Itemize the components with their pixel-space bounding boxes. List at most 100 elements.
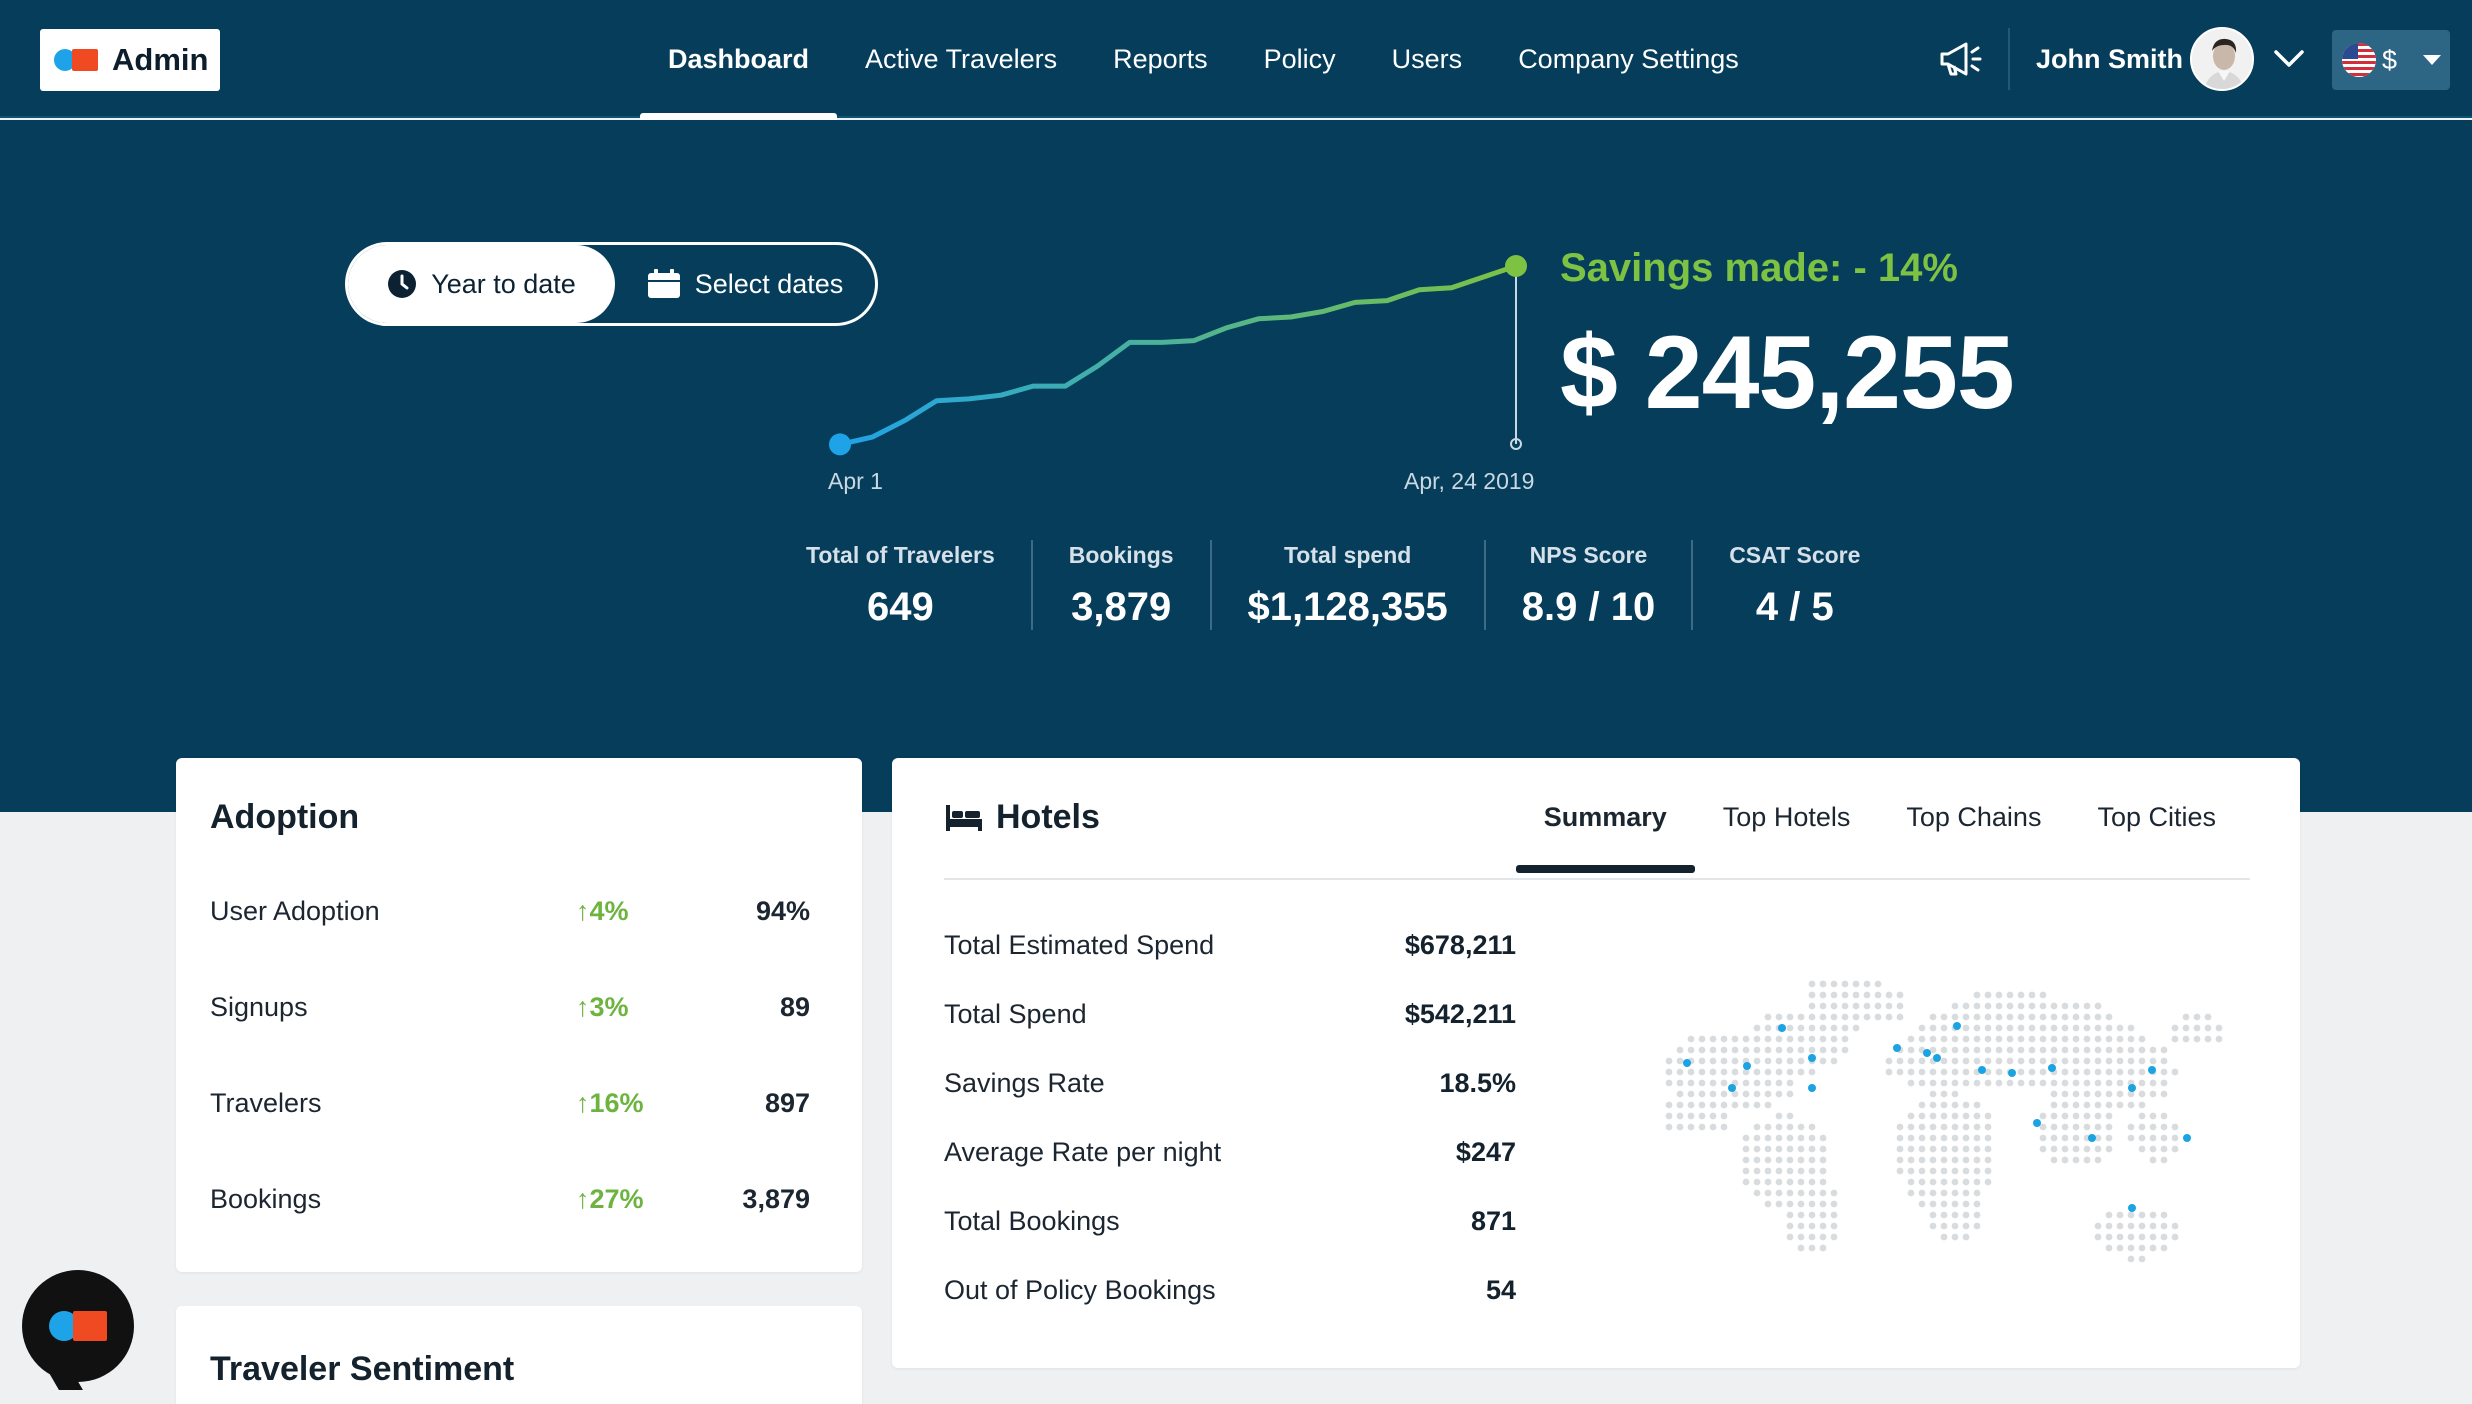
map-dot [2094,1123,2102,1131]
map-dot [2072,1002,2080,1010]
nav-company-settings[interactable]: Company Settings [1490,0,1767,118]
map-dot [2193,1013,2201,1021]
map-dot [1907,1068,1915,1076]
avatar[interactable] [2190,27,2254,91]
map-dot [2061,1002,2069,1010]
map-dot [1775,1090,1783,1098]
megaphone-icon[interactable] [1936,36,1982,82]
map-dot [2028,1002,2036,1010]
tab-top-hotels[interactable]: Top Hotels [1722,802,1851,832]
map-dot [1764,1200,1772,1208]
map-dot [2116,1090,2124,1098]
map-dot [1973,1189,1981,1197]
tab-summary[interactable]: Summary [1515,792,1695,873]
user-name[interactable]: John Smith [2036,44,2183,74]
map-dot [1819,1057,1827,1065]
map-dot [2050,1134,2058,1142]
logo-text: Admin [112,42,209,77]
map-dot [1962,1112,1970,1120]
nav-policy-label: Policy [1263,43,1336,74]
map-dot [1929,1112,1937,1120]
map-dot [1885,1068,1893,1076]
nav-dashboard[interactable]: Dashboard [640,0,838,120]
chevron-down-icon[interactable] [2272,44,2306,74]
map-dot [2072,1013,2080,1021]
map-dot [2127,1211,2135,1219]
adoption-row-change: ↑3% [576,992,629,1022]
map-dot [1797,1145,1805,1153]
map-dot [2149,1090,2157,1098]
map-dot [1731,1101,1739,1109]
map-dot [2149,1123,2157,1131]
map-dot [1918,1101,1926,1109]
map-dot [1775,1013,1783,1021]
chat-launcher-button[interactable] [22,1270,134,1382]
hotel-metric-value: $678,211 [1404,930,1516,960]
map-dot [2039,991,2047,999]
map-dot [1841,1013,1849,1021]
map-dot [2127,1255,2135,1263]
map-dot [2105,1057,2113,1065]
map-dot [1742,1167,1750,1175]
map-dot [1830,1024,1838,1032]
map-dot [2094,1112,2102,1120]
map-dot [1819,1046,1827,1054]
map-dot [1720,1068,1728,1076]
map-dot [1698,1035,1706,1043]
select-dates-button[interactable]: Select dates [615,245,875,323]
map-dot [1786,1123,1794,1131]
tab-top-cities[interactable]: Top Cities [2097,802,2216,832]
year-to-date-button[interactable]: Year to date [348,245,615,323]
map-dot [1709,1079,1717,1087]
map-dot [1676,1079,1684,1087]
map-dot [1962,1002,1970,1010]
tab-top-chains[interactable]: Top Chains [1906,802,2042,832]
map-dot [1973,1178,1981,1186]
nav-active-travelers[interactable]: Active Travelers [837,0,1085,118]
currency-selector[interactable]: $ [2332,30,2450,90]
map-dot [1753,1167,1761,1175]
map-dot [2006,1057,2014,1065]
map-dot [1830,1189,1838,1197]
map-dot [1764,1101,1772,1109]
map-dot [2039,1079,2047,1087]
map-dot [1830,991,1838,999]
map-dot [1797,1057,1805,1065]
map-dot [1940,1068,1948,1076]
map-dot [1940,1189,1948,1197]
hotel-metric-label: Total Bookings [944,1206,1120,1236]
map-dot [1742,1145,1750,1153]
map-dot [1962,1200,1970,1208]
trend-end-point [1505,255,1527,277]
map-dot [2160,1068,2168,1076]
map-dot [1665,1057,1673,1065]
map-dot [1764,1189,1772,1197]
map-dot [1841,1002,1849,1010]
hotel-metric-label: Average Rate per night [944,1137,1222,1167]
nav-users[interactable]: Users [1364,0,1491,118]
adoption-row-value: 3,879 [742,1184,810,1214]
map-dot [1775,1079,1783,1087]
map-dot [2171,1134,2179,1142]
map-dot [2160,1079,2168,1087]
map-dot [2017,1002,2025,1010]
map-dot [1687,1035,1695,1043]
nav-reports[interactable]: Reports [1085,0,1236,118]
map-dot [1940,1211,1948,1219]
map-dot [1775,1156,1783,1164]
map-dot [2061,1123,2069,1131]
admin-logo[interactable]: Admin [40,29,220,91]
map-dot [2083,1024,2091,1032]
map-dot [2171,1024,2179,1032]
nav-reports-label: Reports [1113,43,1208,74]
map-dot [2083,1068,2091,1076]
map-dot [2182,1013,2190,1021]
map-dot [1984,1112,1992,1120]
nav-active-travelers-label: Active Travelers [865,43,1058,74]
map-dot [1797,1123,1805,1131]
map-dot [1984,1167,1992,1175]
map-dot [2083,1046,2091,1054]
map-dot [1918,1156,1926,1164]
map-dot [1929,1211,1937,1219]
nav-policy[interactable]: Policy [1236,0,1364,118]
